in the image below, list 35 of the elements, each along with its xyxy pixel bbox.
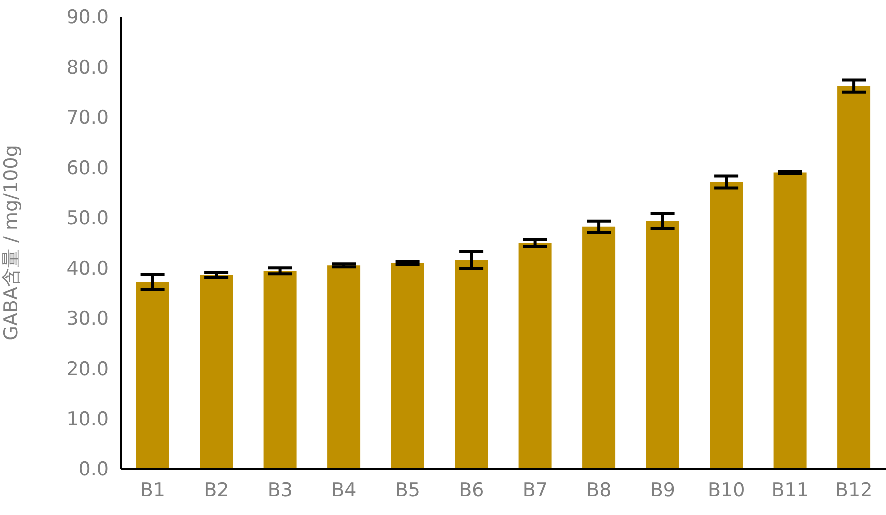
bar [391,263,424,469]
y-tick-label: 60.0 [66,157,109,180]
x-tick-label: B4 [332,479,357,502]
y-tick-label: 70.0 [66,107,109,130]
bar [646,221,680,469]
y-axis-title: GABA含量 / mg/100g [0,145,23,341]
x-tick-label: B12 [836,479,873,502]
y-tick-label: 80.0 [66,56,109,79]
bar [582,226,616,469]
y-tick-label: 30.0 [66,308,109,330]
y-tick-label: 50.0 [66,208,109,230]
y-tick-label: 10.0 [66,408,109,431]
y-tick-label: 20.0 [66,358,109,380]
y-tick-label: 90.0 [66,6,109,29]
bar [455,260,488,469]
x-tick-label: B8 [586,479,612,502]
x-tick-label: B9 [650,479,676,502]
bar [200,275,234,469]
x-tick-label: B6 [459,479,484,502]
x-tick-label: B5 [395,479,420,502]
x-tick-label: B3 [268,479,293,502]
x-tick-label: B10 [708,479,746,502]
bar [838,86,871,469]
bar [328,266,361,469]
x-tick-label: B1 [140,479,166,502]
bar [774,172,807,469]
x-tick-label: B7 [522,479,548,502]
bar [136,282,170,469]
bar [518,243,552,469]
bar [710,182,744,469]
x-tick-label: B11 [772,479,809,502]
x-tick-label: B2 [204,479,230,502]
bar [264,271,297,469]
y-tick-label: 0.0 [78,458,109,481]
y-tick-label: 40.0 [66,258,109,280]
